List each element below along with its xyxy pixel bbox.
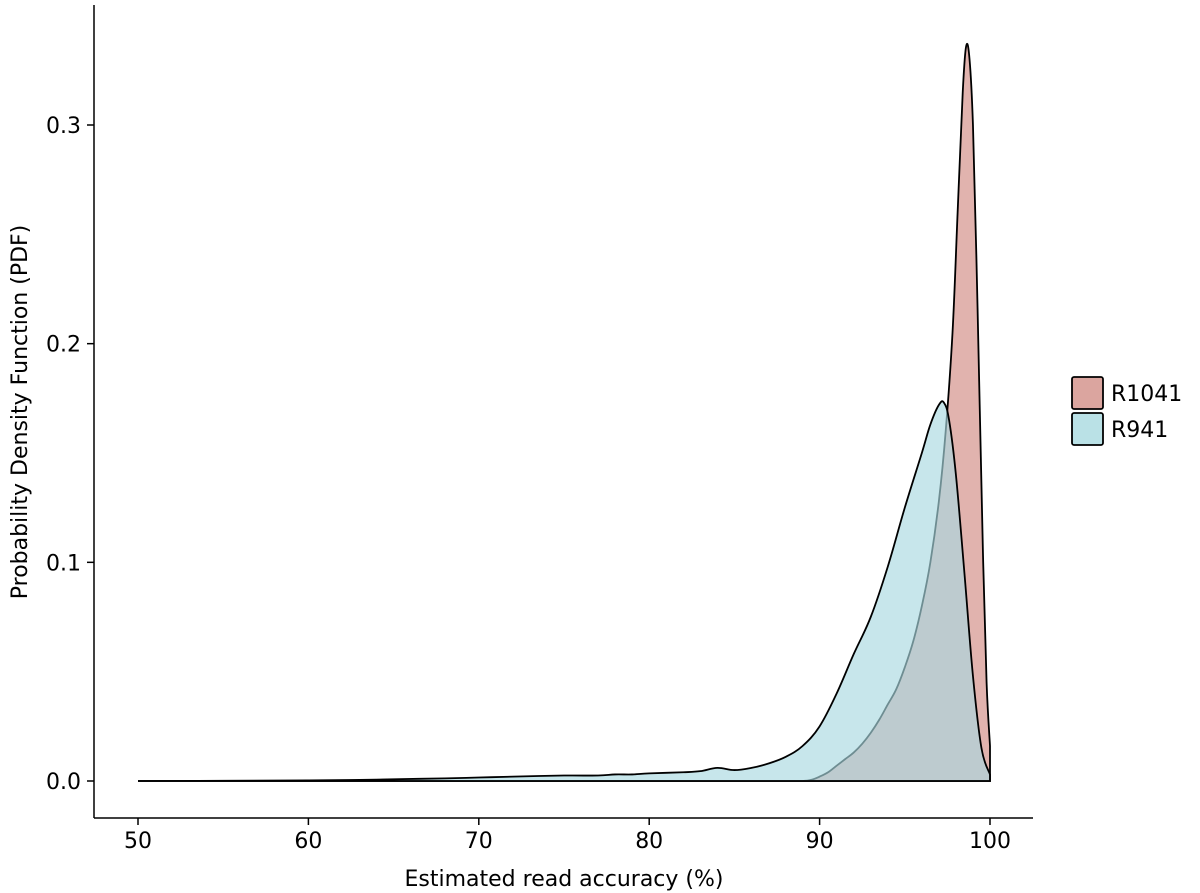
y-tick-label: 0.2 [46,333,81,358]
x-axis-title: Estimated read accuracy (%) [405,867,724,892]
x-ticks: 50 60 70 80 90 100 [124,818,1011,854]
x-tick-label: 100 [969,829,1011,854]
legend-swatch-r1041 [1071,376,1104,410]
plot-areas [137,42,991,782]
legend-label-r1041: R1041 [1111,382,1182,407]
x-tick-label: 90 [806,829,834,854]
legend-label-r941: R941 [1111,418,1168,443]
y-tick-label: 0.1 [46,551,81,576]
x-tick-label: 60 [294,829,322,854]
y-ticks: 0.0 0.1 0.2 0.3 [46,114,94,795]
y-tick-label: 0.0 [46,770,81,795]
x-tick-label: 70 [465,829,493,854]
x-tick-label: 80 [635,829,663,854]
density-area-r941 [137,400,991,782]
x-tick-label: 50 [124,829,152,854]
legend: R1041 R941 [1071,376,1182,446]
axes: 50 60 70 80 90 100 0.0 0.1 0.2 0.3 [46,5,1033,854]
y-tick-label: 0.3 [46,114,81,139]
y-axis-title: Probability Density Function (PDF) [8,225,33,600]
legend-swatch-r941 [1071,412,1104,446]
